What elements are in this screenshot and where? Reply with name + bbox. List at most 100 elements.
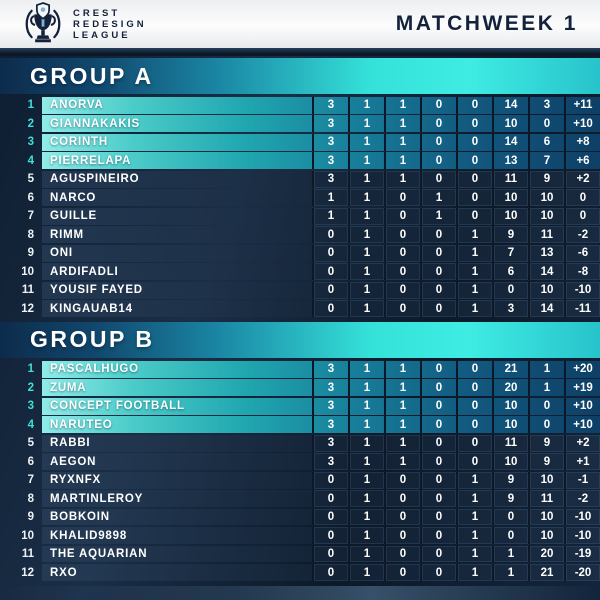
team-name: AEGON [42,453,314,471]
position-cell: 11 [21,284,34,297]
header: CREST REDESIGN LEAGUE MATCHWEEK 1 [0,0,600,48]
row-body: ONI 0 1 0 0 1 7 13 -6 [42,244,600,262]
stat-cell: 1 [386,97,422,114]
stat-cell: 0 [422,115,458,133]
stat-cell: 0 [386,508,422,526]
group-rows: 1 PASCALHUGO 3 1 1 0 0 21 1 +20 2 ZUMA 3 1 1 0 0 20 1… [0,358,600,584]
stat-cell: 0 [422,397,458,415]
table-row: 10 KHALID9898 0 1 0 0 1 0 10 -10 [0,527,600,544]
row-body: NARUTEO 3 1 1 0 0 10 0 +10 [42,416,600,434]
stat-cell: 9 [494,490,530,507]
position-cell: 4 [27,418,34,431]
stat-cell: 0 [422,170,458,188]
stat-cell: 0 [386,527,422,544]
table-row: 5 AGUSPINEIRO 3 1 1 0 0 11 9 +2 [0,170,600,188]
stat-cell: +19 [573,381,593,394]
stat-cell: 1 [386,133,422,151]
team-name: RABBI [42,434,314,452]
stat-cell: 0 [422,490,458,507]
group-banner: GROUP A [0,58,600,94]
stat-cell: 3 [314,360,350,378]
stat-cell: 9 [494,226,530,244]
stat-cell: 1 [350,207,386,225]
group-banner: GROUP B [0,321,600,358]
stat-cell: +1 [566,453,600,470]
stat-cell: 3 [494,300,530,318]
stat-cell: 0 [386,490,422,507]
team-name: THE AQUARIAN [42,545,314,563]
stat-cell: 1 [314,207,350,225]
stat-cell: 1 [386,397,422,415]
table-row: 12 KINGAUAB14 0 1 0 0 1 3 14 -11 [0,300,600,318]
stat-cell: 14 [494,97,530,114]
stat-cell: 0 [314,508,350,526]
stat-cell: 0 [422,133,458,151]
stat-cell: +10 [573,400,593,413]
stat-cell: 1 [350,281,386,299]
stat-cell: 1 [458,564,494,581]
league-name-line: LEAGUE [73,29,131,41]
stat-cell: 11 [530,490,566,507]
table-row: 5 RABBI 3 1 1 0 0 11 9 +2 [0,434,600,452]
stat-cell: 0 [422,471,458,489]
stat-cell: 1 [350,152,386,170]
stat-cell: 3 [530,97,566,114]
stat-cell: 1 [350,397,386,415]
league-name-line: REDESIGN [73,18,147,30]
stat-cell: 1 [386,434,422,452]
row-body: CORINTH 3 1 1 0 0 14 6 +8 [42,133,600,151]
stat-cell: +10 [573,117,593,130]
team-name: ANORVA [42,97,314,114]
position-cell: 10 [21,529,34,542]
stat-cell: 1 [350,263,386,281]
stat-cell: 0 [386,244,422,262]
row-body: THE AQUARIAN 0 1 0 0 1 1 20 -19 [42,545,600,563]
league-brand: CREST REDESIGN LEAGUE [22,1,147,47]
team-name: GUILLE [42,207,314,225]
stat-cell: 0 [458,453,494,471]
stat-cell: +6 [576,154,590,167]
group-title: GROUP A [30,62,154,89]
team-name: NARCO [42,189,314,207]
stat-cell: 7 [494,244,530,262]
stat-cell: 10 [530,207,566,225]
stat-cell: 1 [386,360,422,378]
stat-cell: 10 [530,189,566,207]
stat-cell: 1 [494,564,530,581]
team-name: GIANNAKAKIS [42,115,314,133]
row-body: AGUSPINEIRO 3 1 1 0 0 11 9 +2 [42,170,600,188]
stat-cell: 0 [422,379,458,397]
stat-cell: -10 [566,509,600,526]
position-cell: 3 [27,136,34,149]
stat-cell: -1 [566,472,600,489]
stat-cell: +8 [576,136,590,149]
group-section: GROUP A 1 ANORVA 3 1 1 0 0 14 3 +11 2 GIANNAKAK… [0,58,600,320]
team-name: KHALID9898 [42,527,314,544]
stat-cell: 3 [314,434,350,452]
stat-cell: +2 [566,435,600,452]
stat-cell: -2 [566,490,600,507]
stat-cell: 10 [530,508,566,526]
position-cell: 3 [27,400,34,413]
stat-cell: 9 [530,453,566,471]
stat-cell: 9 [530,170,566,188]
team-name: ARDIFADLI [42,263,314,281]
position-cell: 5 [27,173,34,186]
position-cell: 6 [27,455,34,468]
row-body: ARDIFADLI 0 1 0 0 1 6 14 -8 [42,263,600,281]
stat-cell: 0 [566,189,600,206]
stat-cell: 1 [458,263,494,281]
stat-cell: 0 [458,115,494,133]
stat-cell: 1 [458,545,494,563]
team-name: PASCALHUGO [42,360,314,378]
stat-cell: -19 [566,546,600,563]
team-name: CONCEPT FOOTBALL [42,397,314,415]
stat-cell: 0 [422,434,458,452]
stat-cell: 0 [566,208,600,225]
table-row: 11 THE AQUARIAN 0 1 0 0 1 1 20 -19 [0,545,600,563]
stat-cell: 0 [530,115,566,133]
position-cell: 12 [21,566,34,579]
stat-cell: 0 [386,300,422,318]
stat-cell: -20 [566,564,600,581]
